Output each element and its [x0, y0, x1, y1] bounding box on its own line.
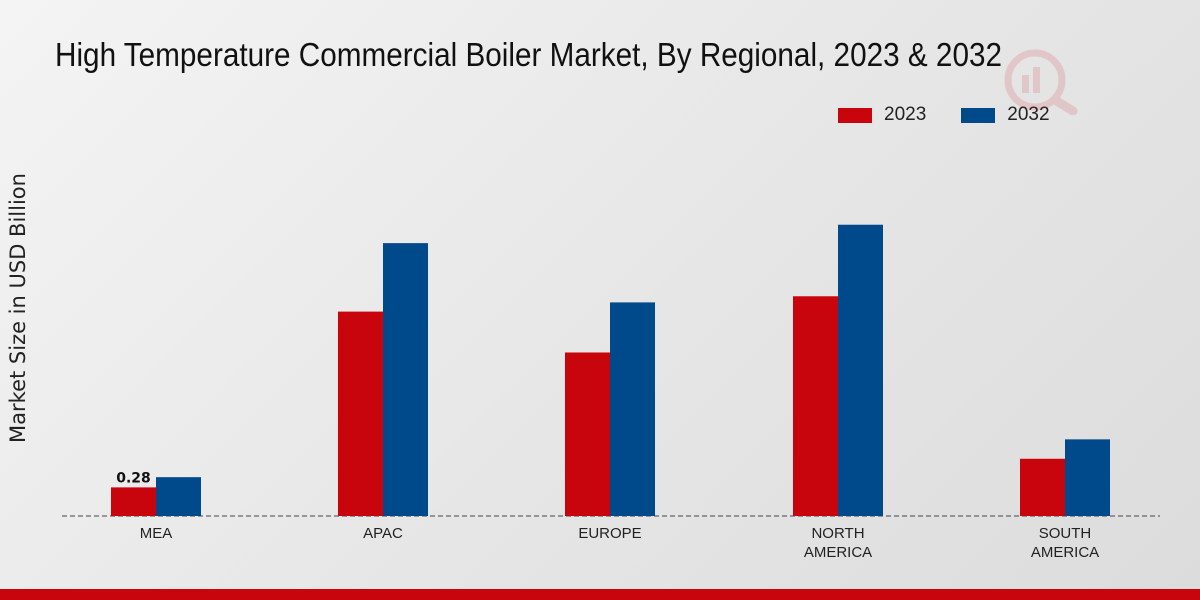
legend-label-2032: 2032 [1007, 104, 1050, 125]
chart-title: High Temperature Commercial Boiler Marke… [55, 36, 1003, 73]
x-tick-label: NORTH [811, 525, 864, 542]
bar-2023-europe [565, 352, 610, 516]
legend: 2023 2032 [838, 104, 1085, 126]
bar-2032-mea [156, 477, 201, 516]
bar-2032-south-america [1065, 439, 1110, 516]
x-tick-label: AMERICA [1031, 544, 1099, 561]
legend-item-2032: 2032 [961, 104, 1050, 126]
legend-item-2023: 2023 [838, 104, 926, 126]
legend-swatch-2032 [961, 107, 996, 123]
bar-2023-apac [338, 311, 383, 516]
bar-2032-europe [610, 302, 655, 516]
bar-2023-south-america [1020, 458, 1065, 516]
data-label: 0.28 [116, 470, 151, 486]
x-tick-label: SOUTH [1039, 525, 1092, 542]
legend-swatch-2023 [838, 107, 872, 123]
x-tick-label: EUROPE [578, 525, 641, 542]
bar-2023-mea [111, 487, 156, 516]
bar-2023-north-america [793, 296, 838, 516]
bar-2032-apac [383, 243, 428, 516]
legend-label-2023: 2023 [884, 104, 927, 125]
x-tick-label: AMERICA [804, 544, 872, 561]
x-tick-label: APAC [363, 525, 403, 542]
bar-2032-north-america [838, 224, 883, 517]
watermark-logo-icon [1004, 49, 1078, 115]
footer-bar [0, 589, 1200, 600]
x-tick-label: MEA [140, 525, 173, 542]
